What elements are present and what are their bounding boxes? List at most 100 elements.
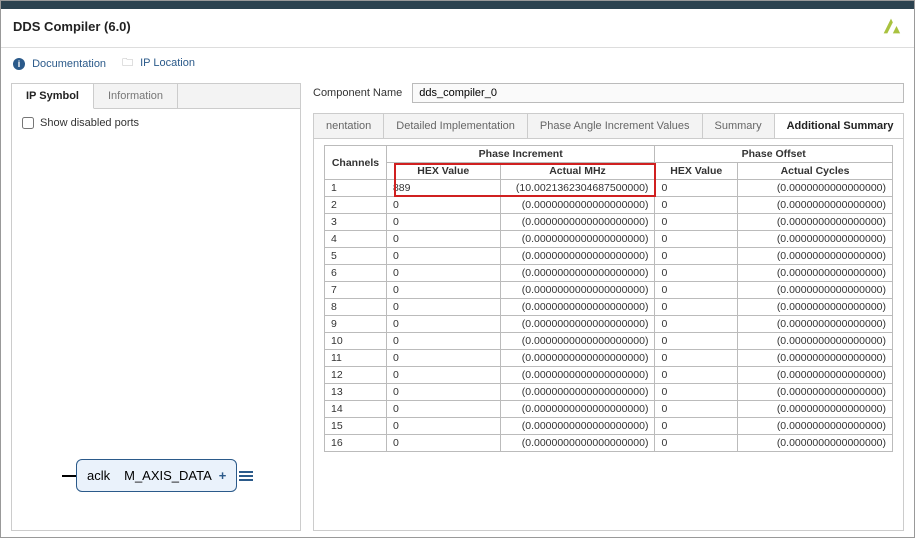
table-row: 100(0.0000000000000000000)0(0.0000000000… [325, 333, 893, 350]
cell-channel: 15 [325, 418, 387, 435]
folder-icon: 🗀 [122, 57, 133, 69]
xilinx-logo-icon [880, 15, 902, 37]
cell-actual-mhz: (0.0000000000000000000) [500, 299, 655, 316]
port-out-label: M_AXIS_DATA [124, 468, 211, 483]
table-row: 40(0.0000000000000000000)0(0.00000000000… [325, 231, 893, 248]
table-row: 110(0.0000000000000000000)0(0.0000000000… [325, 350, 893, 367]
cell-channel: 7 [325, 282, 387, 299]
cell-channel: 9 [325, 316, 387, 333]
ip-symbol-block: aclk M_AXIS_DATA + [62, 459, 253, 492]
link-bar: i Documentation 🗀 IP Location [1, 48, 914, 83]
cell-hex-inc: 0 [386, 401, 500, 418]
table-row: 130(0.0000000000000000000)0(0.0000000000… [325, 384, 893, 401]
cell-actual-mhz: (0.0000000000000000000) [500, 214, 655, 231]
cell-hex-inc: 0 [386, 197, 500, 214]
info-icon: i [13, 58, 25, 70]
right-tabs: nentation Detailed Implementation Phase … [314, 114, 903, 139]
cell-actual-mhz: (0.0000000000000000000) [500, 333, 655, 350]
cell-hex-inc: 0 [386, 316, 500, 333]
col-hex-off: HEX Value [655, 163, 738, 180]
cell-hex-off: 0 [655, 401, 738, 418]
cell-channel: 5 [325, 248, 387, 265]
table-row: 80(0.0000000000000000000)0(0.00000000000… [325, 299, 893, 316]
tab-phase-angle-values[interactable]: Phase Angle Increment Values [528, 114, 703, 138]
cell-hex-off: 0 [655, 435, 738, 452]
cell-hex-inc: 0 [386, 282, 500, 299]
ip-location-link-label: IP Location [140, 57, 195, 69]
documentation-link[interactable]: i Documentation [13, 58, 106, 70]
cell-actual-cycles: (0.0000000000000000) [738, 180, 893, 197]
cell-hex-off: 0 [655, 350, 738, 367]
cell-channel: 10 [325, 333, 387, 350]
cell-actual-mhz: (0.0000000000000000000) [500, 231, 655, 248]
cell-hex-off: 0 [655, 299, 738, 316]
summary-table: Channels Phase Increment Phase Offset HE… [324, 145, 893, 452]
table-row: 20(0.0000000000000000000)0(0.00000000000… [325, 197, 893, 214]
page-title: DDS Compiler (6.0) [13, 19, 131, 34]
cell-actual-cycles: (0.0000000000000000) [738, 231, 893, 248]
cell-actual-mhz: (0.0000000000000000000) [500, 350, 655, 367]
port-in-stub [62, 475, 76, 477]
show-disabled-ports-row[interactable]: Show disabled ports [22, 117, 290, 129]
tab-information[interactable]: Information [94, 84, 178, 108]
cell-channel: 8 [325, 299, 387, 316]
col-hex-inc: HEX Value [386, 163, 500, 180]
cell-actual-mhz: (0.0000000000000000000) [500, 418, 655, 435]
table-row: 150(0.0000000000000000000)0(0.0000000000… [325, 418, 893, 435]
ip-location-link[interactable]: 🗀 IP Location [122, 54, 195, 73]
show-disabled-ports-checkbox[interactable] [22, 117, 34, 129]
cell-hex-off: 0 [655, 384, 738, 401]
window-topbar [1, 1, 914, 9]
cell-hex-inc: 0 [386, 265, 500, 282]
left-tabs: IP Symbol Information [12, 84, 300, 109]
col-actual-mhz: Actual MHz [500, 163, 655, 180]
cell-hex-off: 0 [655, 231, 738, 248]
cell-hex-inc: 0 [386, 299, 500, 316]
cell-channel: 3 [325, 214, 387, 231]
table-row: 30(0.0000000000000000000)0(0.00000000000… [325, 214, 893, 231]
show-disabled-ports-label: Show disabled ports [40, 117, 139, 129]
component-name-label: Component Name [313, 87, 402, 99]
cell-actual-cycles: (0.0000000000000000) [738, 197, 893, 214]
cell-actual-cycles: (0.0000000000000000) [738, 265, 893, 282]
expand-port-icon[interactable]: + [219, 468, 227, 483]
group-phase-offset: Phase Offset [655, 146, 893, 163]
cell-hex-inc: 0 [386, 231, 500, 248]
cell-actual-mhz: (0.0000000000000000000) [500, 435, 655, 452]
component-name-input[interactable] [412, 83, 904, 103]
tab-ip-symbol[interactable]: IP Symbol [12, 84, 94, 109]
bus-icon [239, 471, 253, 481]
ip-block-box[interactable]: aclk M_AXIS_DATA + [76, 459, 237, 492]
cell-hex-inc: 0 [386, 214, 500, 231]
table-row: 50(0.0000000000000000000)0(0.00000000000… [325, 248, 893, 265]
tab-implementation[interactable]: nentation [314, 114, 384, 138]
right-panel: Component Name nentation Detailed Implem… [313, 83, 904, 531]
table-row: 120(0.0000000000000000000)0(0.0000000000… [325, 367, 893, 384]
col-channels: Channels [325, 146, 387, 180]
cell-hex-inc: 0 [386, 435, 500, 452]
cell-actual-cycles: (0.0000000000000000) [738, 418, 893, 435]
cell-actual-mhz: (0.0000000000000000000) [500, 265, 655, 282]
cell-channel: 14 [325, 401, 387, 418]
cell-hex-inc: 0 [386, 350, 500, 367]
documentation-link-label: Documentation [32, 58, 106, 70]
cell-hex-inc: 0 [386, 333, 500, 350]
tab-summary[interactable]: Summary [703, 114, 775, 138]
cell-hex-off: 0 [655, 180, 738, 197]
cell-channel: 16 [325, 435, 387, 452]
cell-actual-cycles: (0.0000000000000000) [738, 214, 893, 231]
table-row: 140(0.0000000000000000000)0(0.0000000000… [325, 401, 893, 418]
table-row: 160(0.0000000000000000000)0(0.0000000000… [325, 435, 893, 452]
component-name-row: Component Name [313, 83, 904, 103]
tab-additional-summary[interactable]: Additional Summary [775, 114, 903, 139]
summary-table-area: Channels Phase Increment Phase Offset HE… [314, 139, 903, 530]
cell-hex-off: 0 [655, 333, 738, 350]
cell-actual-mhz: (0.0000000000000000000) [500, 384, 655, 401]
cell-hex-off: 0 [655, 316, 738, 333]
tab-detailed-implementation[interactable]: Detailed Implementation [384, 114, 528, 138]
port-in-label: aclk [87, 468, 110, 483]
cell-actual-cycles: (0.0000000000000000) [738, 350, 893, 367]
cell-actual-cycles: (0.0000000000000000) [738, 333, 893, 350]
cell-actual-cycles: (0.0000000000000000) [738, 282, 893, 299]
cell-hex-off: 0 [655, 248, 738, 265]
